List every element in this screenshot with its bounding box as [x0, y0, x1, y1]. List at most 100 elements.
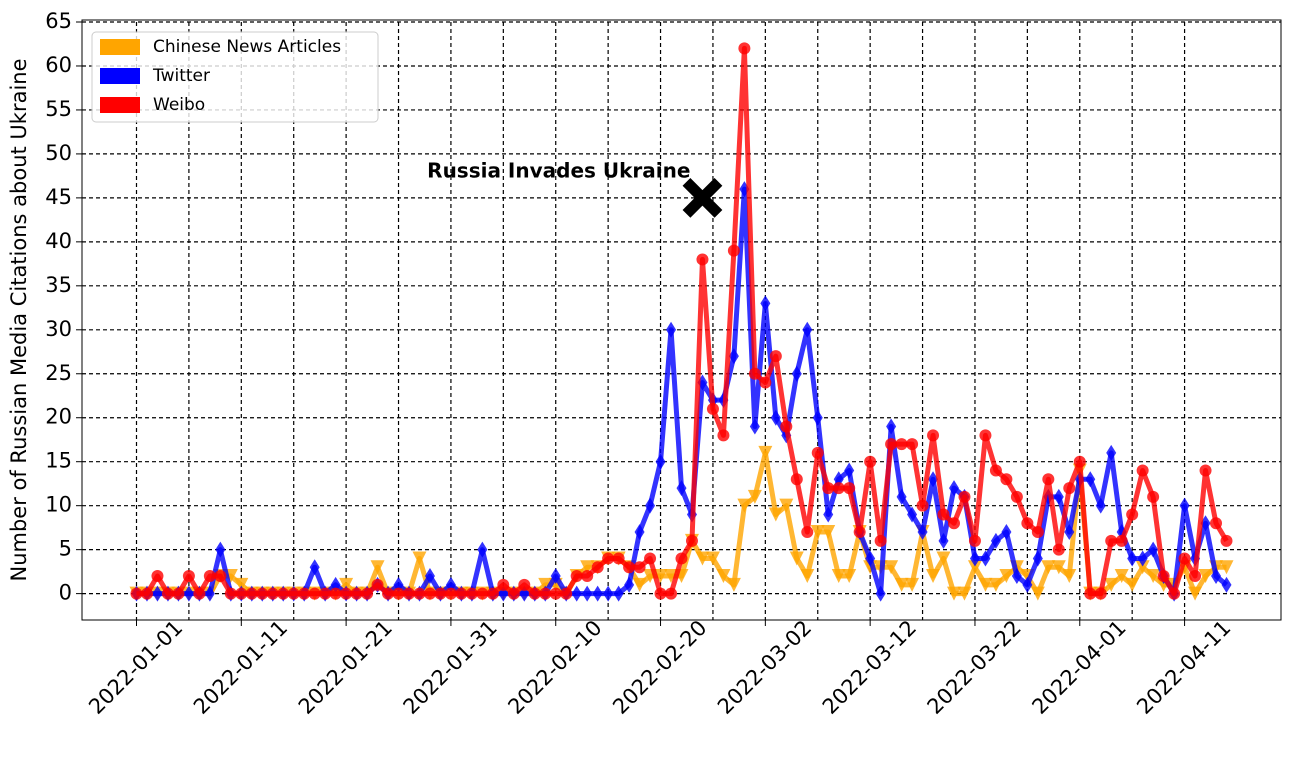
point: [1021, 517, 1034, 530]
point: [1095, 497, 1106, 514]
point: [1127, 550, 1138, 567]
point: [151, 570, 164, 583]
point: [978, 577, 993, 592]
point: [612, 552, 625, 565]
point: [653, 569, 668, 584]
point: [789, 551, 804, 566]
point: [182, 570, 195, 583]
point: [1041, 560, 1056, 575]
x-tick-label: 2022-03-12: [818, 616, 921, 719]
point: [917, 524, 928, 541]
point: [624, 576, 635, 593]
point: [371, 578, 384, 591]
point: [1032, 550, 1043, 567]
point: [853, 526, 866, 539]
point: [823, 506, 834, 523]
point: [728, 348, 739, 365]
y-tick-label: 5: [59, 537, 72, 561]
point: [958, 490, 971, 503]
point: [779, 498, 794, 513]
point: [224, 587, 237, 600]
y-tick-label: 55: [45, 97, 72, 121]
point: [234, 577, 249, 592]
point: [831, 569, 846, 584]
point: [361, 587, 374, 600]
point: [738, 42, 751, 55]
point: [843, 482, 856, 495]
point: [455, 587, 468, 600]
legend-swatch: [100, 97, 140, 113]
point: [319, 587, 332, 600]
point: [1062, 569, 1077, 584]
point: [1189, 570, 1202, 583]
point: [1157, 570, 1170, 583]
point: [886, 418, 897, 435]
x-tick-label: 2022-04-01: [1027, 616, 1130, 719]
point: [654, 587, 667, 600]
point: [685, 534, 698, 547]
point: [266, 587, 279, 600]
point: [695, 551, 710, 566]
y-tick-label: 45: [45, 185, 72, 209]
legend-box: [91, 31, 379, 123]
x-tick-label: 2022-01-01: [84, 616, 187, 719]
point: [844, 462, 855, 479]
y-tick-label: 35: [45, 273, 72, 297]
y-tick-label: 65: [45, 9, 72, 33]
point: [1178, 552, 1191, 565]
point: [644, 552, 657, 565]
point: [875, 585, 886, 602]
point: [1137, 550, 1148, 567]
point: [916, 499, 929, 512]
point: [623, 561, 636, 574]
point: [539, 587, 552, 600]
point: [791, 365, 802, 382]
point: [1094, 587, 1107, 600]
point: [256, 587, 269, 600]
legend-swatch: [100, 68, 140, 84]
point: [655, 453, 666, 470]
point: [947, 586, 961, 601]
point: [759, 376, 772, 389]
point: [1064, 524, 1075, 541]
point: [309, 559, 320, 576]
point: [403, 587, 415, 600]
point: [1198, 569, 1213, 584]
point: [1126, 508, 1139, 521]
point: [465, 587, 478, 600]
y-tick-label: 25: [45, 361, 72, 385]
point: [874, 534, 887, 547]
x-tick-label: 2022-02-20: [608, 616, 711, 719]
point: [748, 367, 761, 380]
point: [937, 508, 950, 521]
point: [842, 569, 857, 584]
point: [726, 577, 741, 592]
point: [990, 532, 1001, 549]
point: [727, 244, 740, 257]
point: [1011, 568, 1022, 585]
point: [676, 480, 687, 497]
point: [570, 570, 583, 583]
x-tick-label: 2022-01-21: [294, 616, 397, 719]
point: [1146, 569, 1161, 584]
point: [444, 587, 457, 600]
point: [1179, 497, 1190, 514]
point: [1210, 517, 1223, 530]
point: [1188, 586, 1203, 601]
point: [581, 570, 594, 583]
x-tick-label: 2022-03-22: [923, 616, 1026, 719]
point: [203, 570, 216, 583]
point: [864, 455, 877, 468]
point: [1052, 543, 1065, 556]
point: [801, 526, 814, 539]
point: [1085, 471, 1096, 488]
point: [884, 560, 899, 575]
point: [550, 568, 561, 585]
point: [1031, 526, 1044, 539]
point: [1022, 576, 1033, 593]
point: [989, 464, 1002, 477]
point: [287, 587, 300, 600]
point: [476, 587, 489, 600]
point: [350, 587, 363, 600]
point: [571, 585, 582, 602]
